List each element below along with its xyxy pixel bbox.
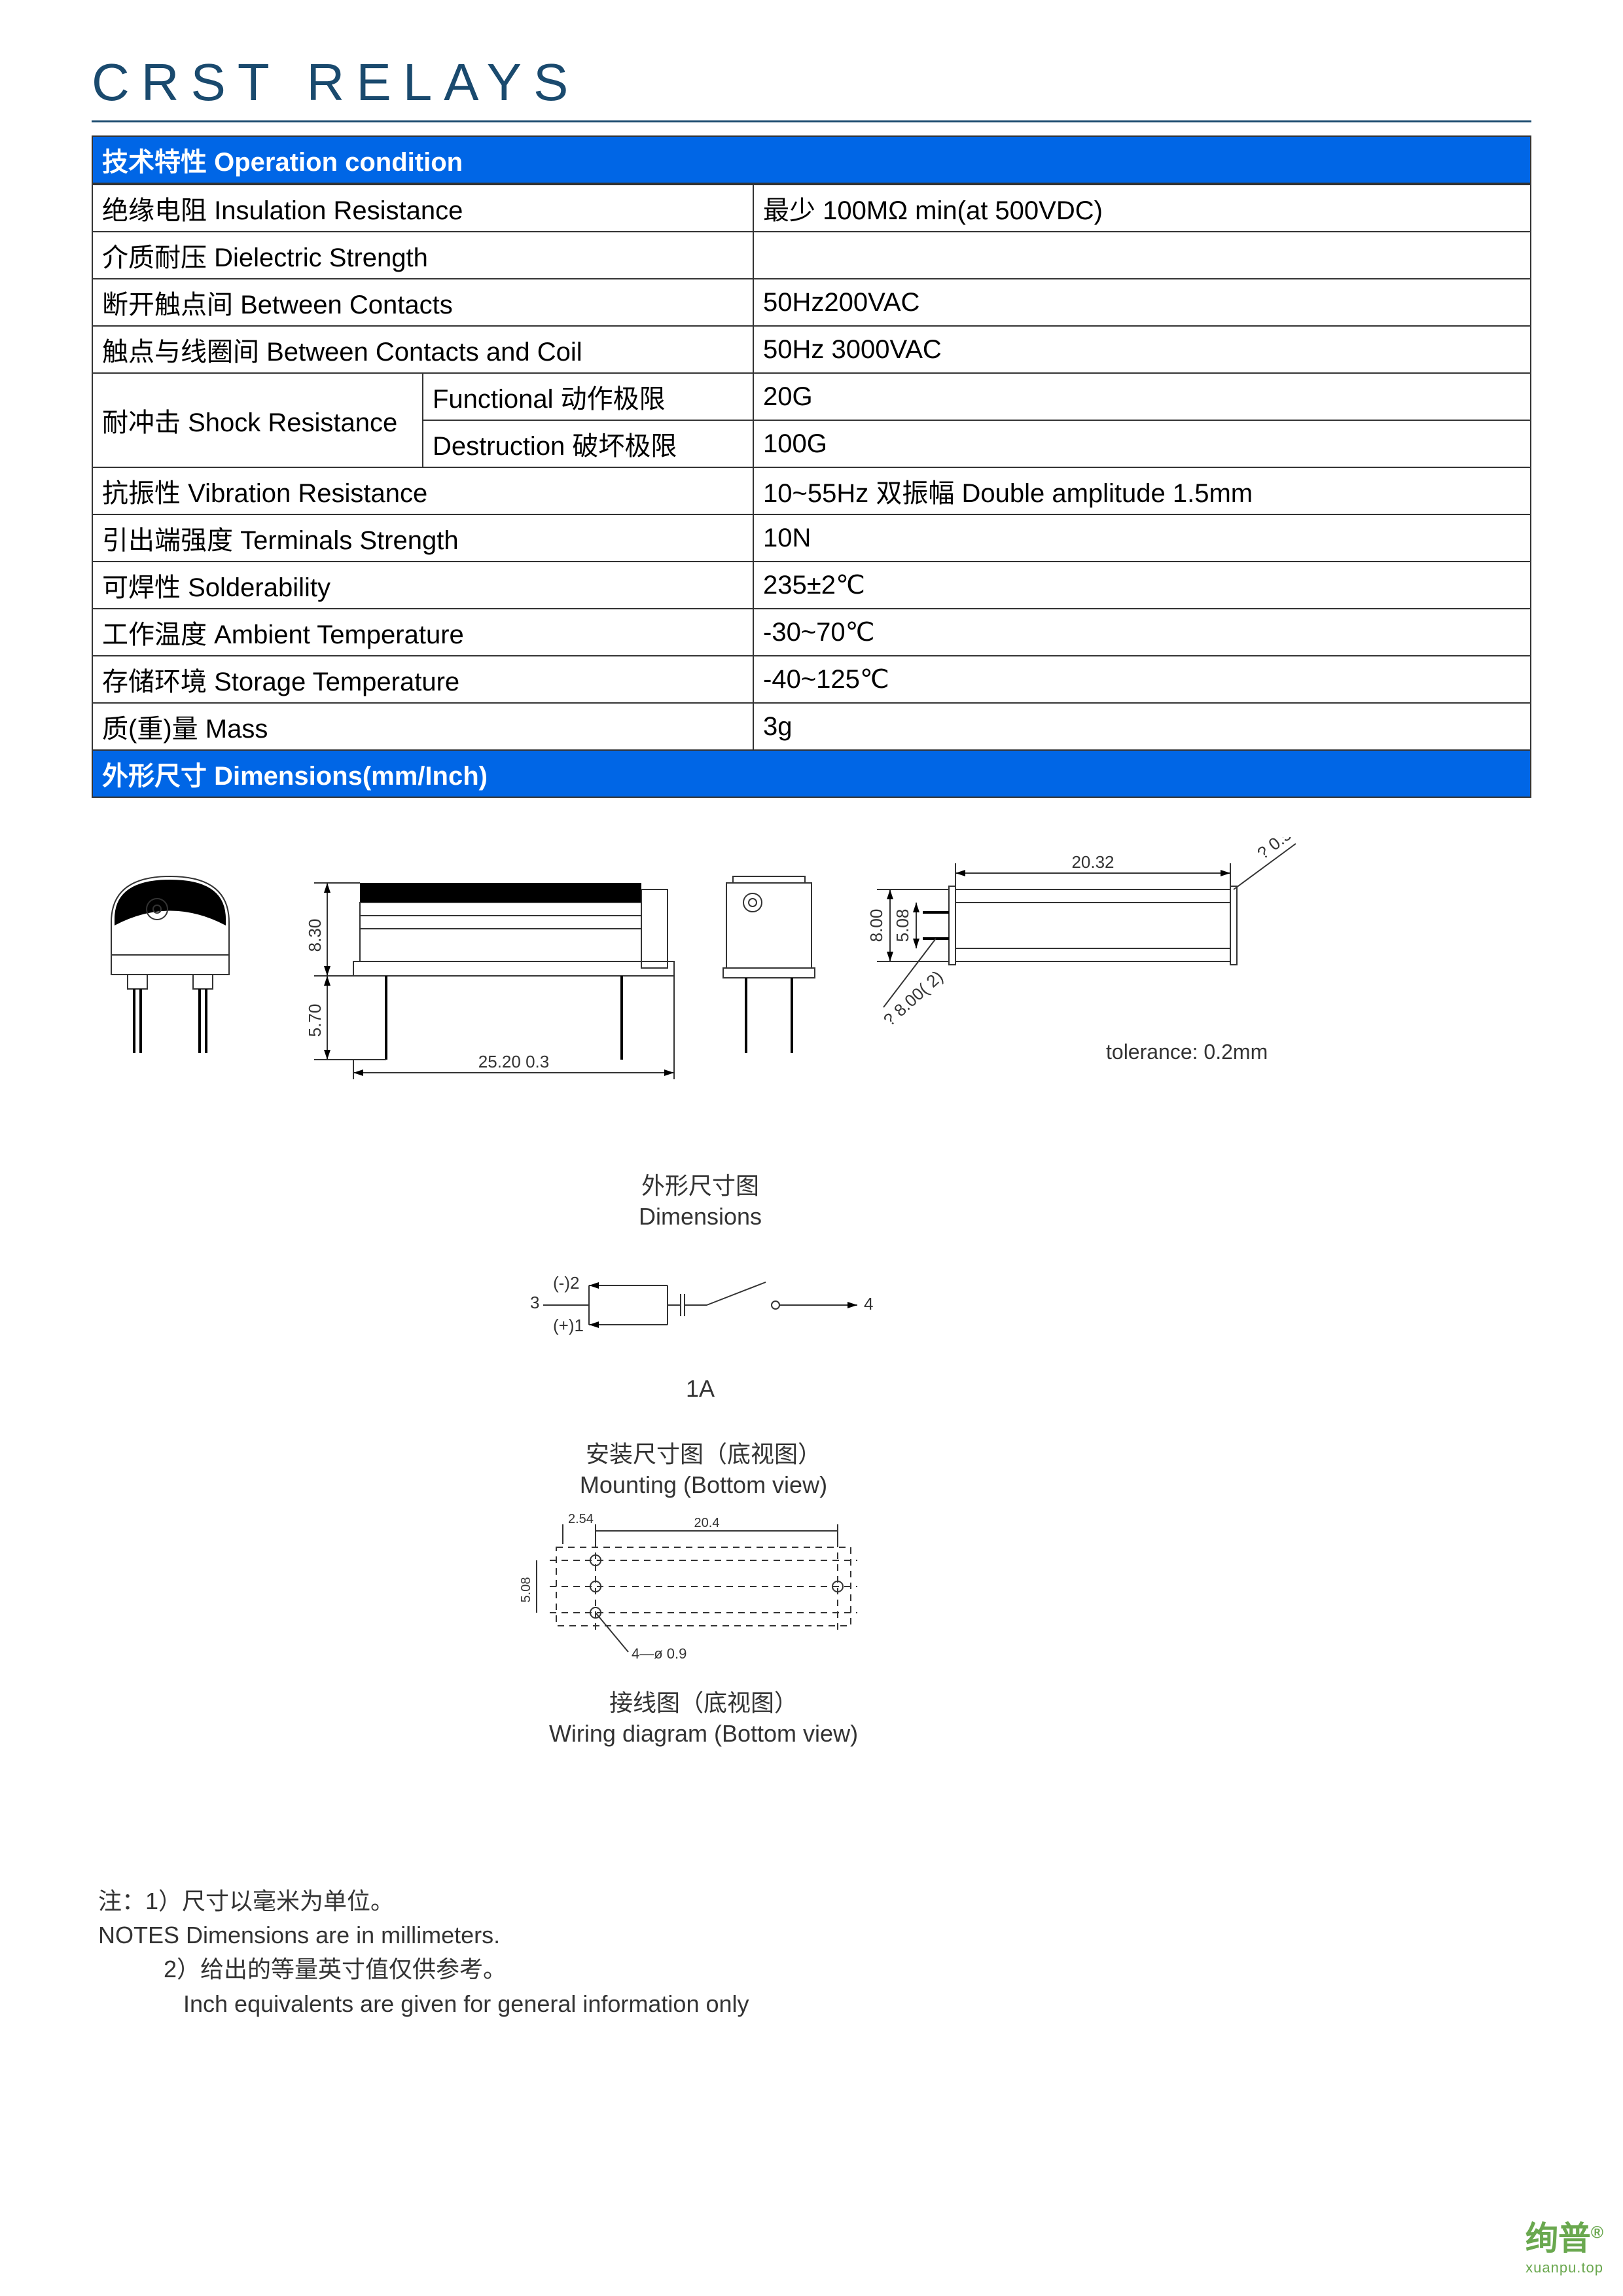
cell-label: 可焊性 Solderability [92,562,753,609]
table-row: 耐冲击 Shock Resistance Functional 动作极限 20G [92,373,1531,420]
svg-text:8.00: 8.00 [866,909,886,942]
table-row: 抗振性 Vibration Resistance 10~55Hz 双振幅 Dou… [92,467,1531,514]
table-row: 质(重)量 Mass 3g [92,703,1531,750]
svg-text:4: 4 [864,1294,873,1314]
caption-dimensions: 外形尺寸图 Dimensions [609,1171,792,1232]
cell-value: 50Hz 3000VAC [753,326,1531,373]
svg-text:8.30: 8.30 [305,919,325,952]
svg-text:(-)2: (-)2 [553,1273,579,1293]
cell-value: 3g [753,703,1531,750]
table-row: 介质耐压 Dielectric Strength [92,232,1531,279]
cell-label: 触点与线圈间 Between Contacts and Coil [92,326,753,373]
diagram-top-view: 8.00 5.08 20.32 ? 8.00( 2) ? 0.50( 2) [844,837,1355,1073]
diagram-end-view [707,863,825,1060]
caption-wiring: 接线图（底视图） Wiring diagram (Bottom view) [537,1688,870,1749]
diagrams-area: 8.30 5.70 25.20 0.3 [92,837,1531,2277]
cell-value: 10~55Hz 双振幅 Double amplitude 1.5mm [753,467,1531,514]
spec-table: 绝缘电阻 Insulation Resistance 最少 100MΩ min(… [92,184,1531,751]
svg-text:? 0.50( 2): ? 0.50( 2) [1253,837,1323,863]
svg-text:5.08: 5.08 [893,909,912,942]
section-operation-condition: 技术特性 Operation condition [92,135,1531,184]
table-row: 存储环境 Storage Temperature -40~125℃ [92,656,1531,703]
svg-text:2.54: 2.54 [568,1512,594,1526]
cell-label: 质(重)量 Mass [92,703,753,750]
diagram-side-view: 8.30 5.70 25.20 0.3 [275,863,681,1086]
cell-sublabel: Destruction 破坏极限 [423,420,753,467]
svg-text:25.20 0.3: 25.20 0.3 [478,1052,549,1071]
svg-text:4—ø 0.9: 4—ø 0.9 [632,1645,687,1662]
cell-sublabel: Functional 动作极限 [423,373,753,420]
table-row: 触点与线圈间 Between Contacts and Coil 50Hz 30… [92,326,1531,373]
table-row: 引出端强度 Terminals Strength 10N [92,514,1531,562]
table-row: 断开触点间 Between Contacts 50Hz200VAC [92,279,1531,326]
cell-value: 最少 100MΩ min(at 500VDC) [753,185,1531,232]
cell-label: 断开触点间 Between Contacts [92,279,753,326]
cell-value: 10N [753,514,1531,562]
footer-brand: 绚普® xuanpu.top [1525,2212,1603,2276]
cell-value [753,232,1531,279]
diagram-circuit: 3 (-)2 (+)1 4 [517,1263,883,1367]
cell-label: 绝缘电阻 Insulation Resistance [92,185,753,232]
table-row: 绝缘电阻 Insulation Resistance 最少 100MΩ min(… [92,185,1531,232]
note-line: Inch equivalents are given for general i… [98,1987,749,2021]
brand-title: CRST RELAYS [92,52,1531,122]
diagram-front-view [92,863,249,1060]
note-line: 2）给出的等量英寸值仅供参考。 [98,1952,749,1986]
notes-block: 注：1）尺寸以毫米为单位。 NOTES Dimensions are in mi… [98,1884,749,2021]
cell-value: -30~70℃ [753,609,1531,656]
svg-text:20.4: 20.4 [694,1516,720,1530]
note-line: NOTES Dimensions are in millimeters. [98,1918,749,1952]
svg-text:5.08: 5.08 [519,1577,533,1603]
cell-value: 100G [753,420,1531,467]
svg-text:20.32: 20.32 [1071,852,1114,872]
svg-text:(+)1: (+)1 [553,1316,584,1335]
table-row: 可焊性 Solderability 235±2℃ [92,562,1531,609]
caption-mounting: 安装尺寸图（底视图） Mounting (Bottom view) [563,1439,844,1501]
cell-value: 20G [753,373,1531,420]
cell-label: 抗振性 Vibration Resistance [92,467,753,514]
cell-label: 耐冲击 Shock Resistance [92,373,423,467]
cell-label: 引出端强度 Terminals Strength [92,514,753,562]
cell-value: -40~125℃ [753,656,1531,703]
cell-value: 50Hz200VAC [753,279,1531,326]
cell-label: 介质耐压 Dielectric Strength [92,232,753,279]
circuit-label: 1A [661,1374,740,1405]
cell-label: 工作温度 Ambient Temperature [92,609,753,656]
table-row: 工作温度 Ambient Temperature -30~70℃ [92,609,1531,656]
note-line: 注：1）尺寸以毫米为单位。 [98,1884,749,1918]
cell-label: 存储环境 Storage Temperature [92,656,753,703]
tolerance-label: tolerance: 0.2mm [1106,1040,1268,1064]
diagram-mounting: 2.54 20.4 5.08 [510,1511,903,1681]
svg-text:5.70: 5.70 [305,1004,325,1037]
section-dimensions: 外形尺寸 Dimensions(mm/Inch) [92,751,1531,798]
svg-text:3: 3 [530,1293,539,1312]
cell-value: 235±2℃ [753,562,1531,609]
